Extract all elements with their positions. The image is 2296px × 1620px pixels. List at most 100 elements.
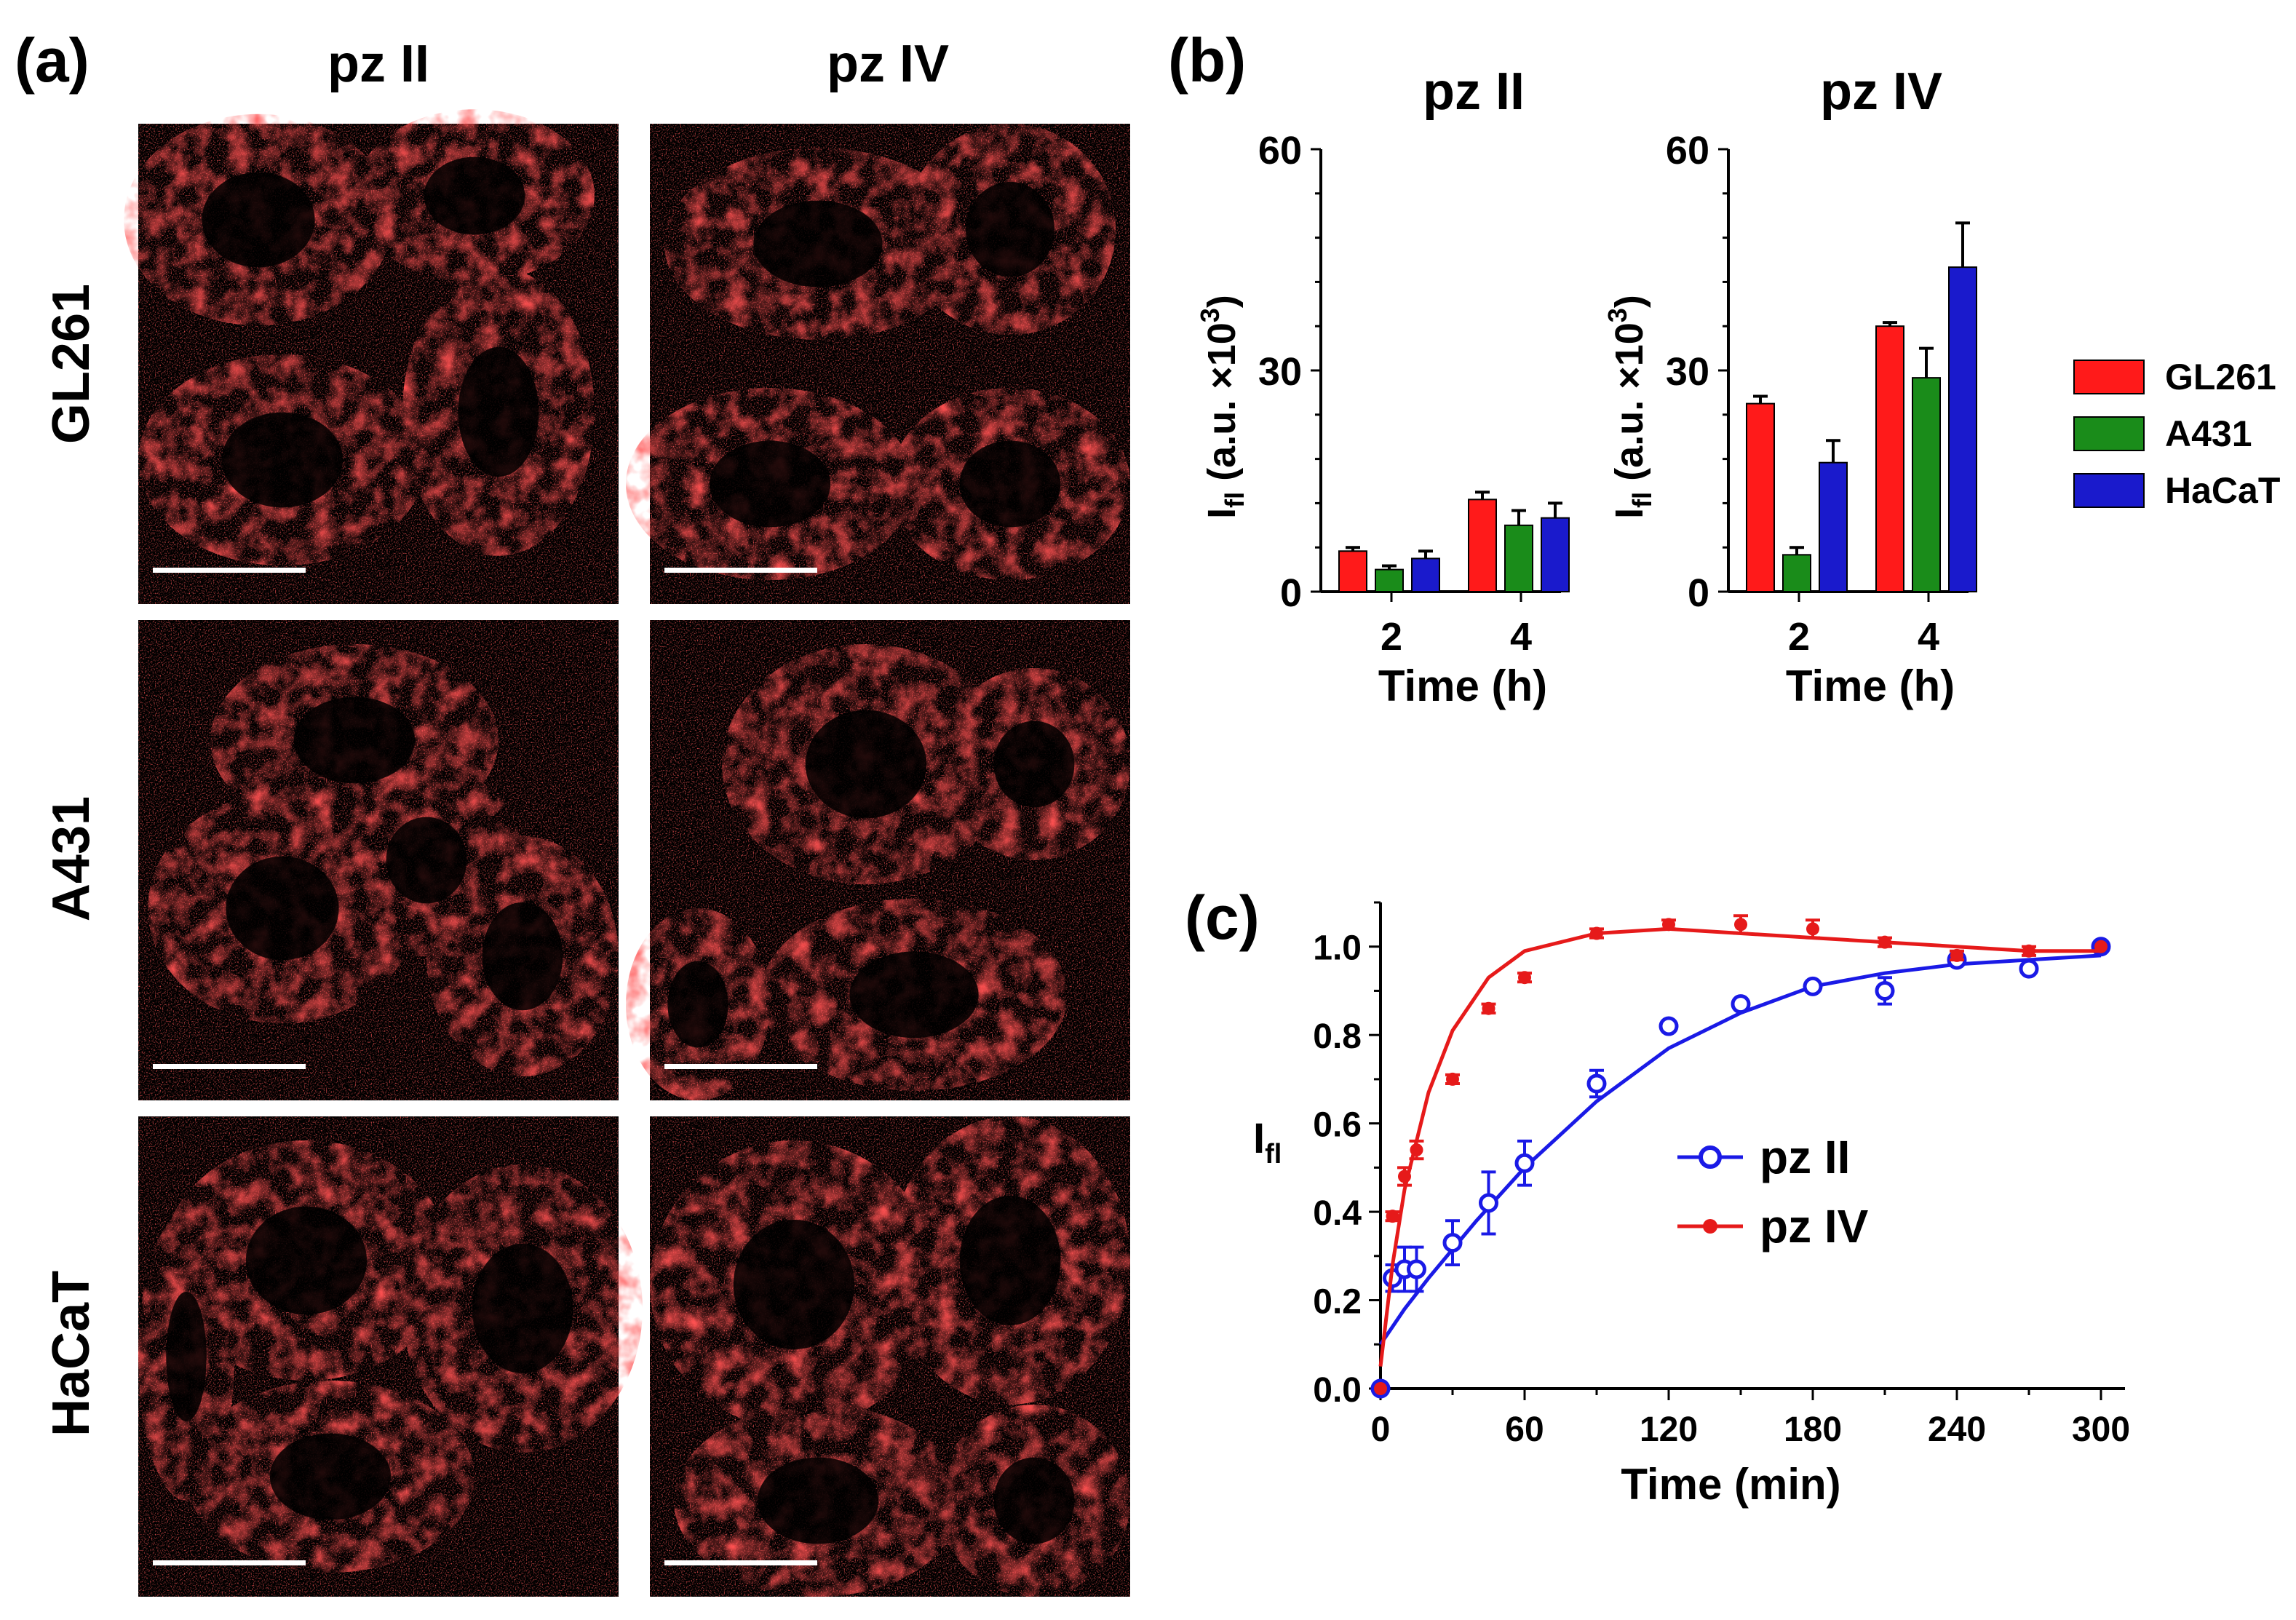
panel-label-b: (b) [1168, 26, 1246, 95]
data-point [1586, 1073, 1607, 1094]
cell-nucleus [753, 200, 883, 287]
cell-nucleus [293, 696, 416, 784]
y-axis-label: Ifl [1253, 1115, 1282, 1170]
bar [1375, 568, 1404, 592]
y-label-sup: 3 [1602, 308, 1632, 322]
data-point [1482, 1001, 1495, 1015]
speckle-area [650, 124, 1130, 604]
y-label-main: I [1200, 508, 1244, 519]
data-point [1659, 1016, 1679, 1036]
legend-label: A431 [2165, 413, 2252, 454]
y-label-main: I [1608, 508, 1651, 519]
data-point [2022, 944, 2035, 958]
data-point [1518, 971, 1531, 985]
x-tick-label: 0 [1371, 1410, 1391, 1449]
micro-column-header: pz II [327, 35, 429, 93]
bar [1468, 499, 1497, 592]
data-point [1878, 935, 1891, 949]
data-point [1590, 926, 1603, 940]
panel-label-a: (a) [15, 26, 90, 95]
y-label-close: ) [1200, 295, 1244, 308]
y-axis-label: Ifl (a.u. ×103) [1602, 295, 1657, 519]
scale-bar [153, 568, 306, 573]
cell-nucleus [202, 172, 315, 268]
data-point [1662, 918, 1675, 932]
cell-nucleus [472, 1243, 573, 1374]
y-tick-label: 30 [1258, 350, 1302, 394]
x-tick-label: 4 [1510, 615, 1532, 659]
x-tick-label: 300 [2072, 1410, 2130, 1449]
legend-label: GL261 [2165, 357, 2276, 397]
scale-bar [153, 1064, 306, 1069]
y-tick-label: 60 [1258, 129, 1302, 172]
speckle-area [138, 620, 619, 1100]
legend-marker [1699, 1145, 1722, 1169]
chart-title: pz IV [1820, 63, 1942, 121]
y-label-sub: fl [1220, 492, 1250, 508]
microscopy-grid [124, 109, 1130, 1597]
fluorescence-speckle [138, 620, 619, 1100]
legend-swatch [2073, 473, 2145, 508]
data-point [1803, 976, 1823, 996]
cell-nucleus [993, 720, 1075, 808]
x-tick-label: 2 [1381, 615, 1402, 659]
data-point [2019, 958, 2039, 979]
bar [1746, 402, 1775, 592]
scale-bar [664, 1064, 817, 1069]
legend-swatch [2073, 360, 2145, 394]
cell-nucleus [733, 1219, 855, 1350]
y-tick-label: 0.4 [1313, 1194, 1362, 1233]
y-label-sup: 3 [1195, 308, 1225, 322]
scale-bar [664, 1560, 817, 1565]
micro-row-header: GL261 [42, 284, 100, 444]
x-tick-label: 60 [1505, 1410, 1544, 1449]
x-tick-label: 4 [1918, 615, 1939, 659]
micro-column-header: pz IV [827, 35, 949, 93]
legend-swatch [2073, 416, 2145, 451]
cell-nucleus [166, 1291, 207, 1422]
cell-nucleus [849, 951, 979, 1039]
microscopy-image [626, 124, 1130, 604]
y-tick-label: 0.6 [1313, 1106, 1362, 1145]
microscopy-image [650, 1116, 1130, 1597]
microscopy-image [626, 620, 1130, 1100]
cell-nucleus [482, 902, 563, 1011]
fluorescence-speckle [650, 124, 1130, 604]
x-tick-label: 180 [1784, 1410, 1842, 1449]
chart-title: pz II [1423, 63, 1525, 121]
data-point [1442, 1233, 1463, 1253]
cell-nucleus [667, 961, 728, 1048]
data-point [1734, 918, 1747, 932]
y-tick-label: 60 [1666, 129, 1709, 172]
y-tick-label: 0.8 [1313, 1017, 1362, 1056]
data-point [1374, 1382, 1387, 1395]
x-tick-label: 2 [1788, 615, 1810, 659]
cell-nucleus [269, 1433, 392, 1520]
y-label-sub: fl [1265, 1139, 1282, 1170]
cell-nucleus [709, 440, 831, 528]
y-tick-label: 0.0 [1313, 1371, 1362, 1410]
cell-nucleus [245, 1206, 368, 1315]
microscopy-image [138, 620, 619, 1100]
scale-bar [664, 568, 817, 573]
y-tick-label: 30 [1666, 350, 1709, 394]
cell-nucleus [458, 346, 539, 477]
data-point [1479, 1193, 1498, 1213]
cell-nucleus [966, 181, 1054, 277]
bar [1912, 377, 1941, 593]
bar [1819, 461, 1848, 593]
micro-row-header: HaCaT [42, 1271, 100, 1437]
cell-nucleus [959, 1195, 1061, 1326]
data-point [1398, 1170, 1411, 1183]
bar [1541, 517, 1570, 593]
bar [1504, 524, 1533, 592]
micro-row-header: A431 [42, 796, 100, 921]
bar [1411, 557, 1440, 593]
data-point [1514, 1153, 1535, 1173]
data-point [1731, 994, 1751, 1015]
bar-legend: GL261 A431 HaCaT [2073, 357, 2280, 511]
cell-nucleus [226, 856, 339, 961]
